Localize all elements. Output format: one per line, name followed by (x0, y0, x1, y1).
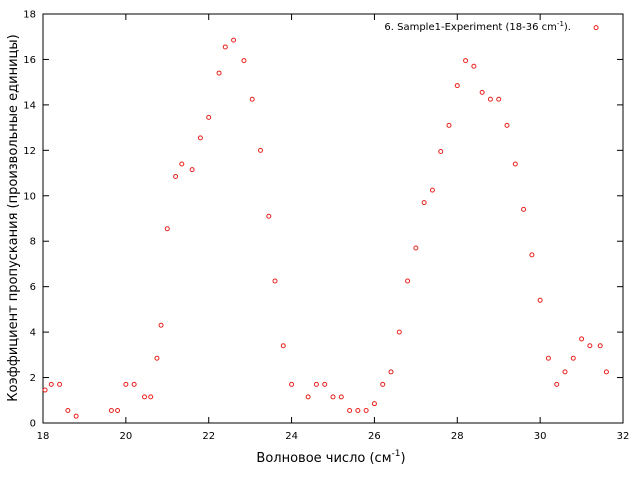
data-point (438, 148, 444, 154)
data-point (562, 369, 568, 375)
data-point (108, 408, 114, 414)
data-point (347, 408, 353, 414)
y-tick-label: 10 (23, 191, 36, 202)
y-axis: 0 2 4 6 8 10 12 14 16 18 (23, 10, 623, 430)
data-point (73, 413, 79, 419)
data-point (587, 343, 593, 349)
data-point (429, 187, 435, 193)
data-point (396, 329, 402, 335)
data-point (597, 343, 603, 349)
data-point (355, 408, 361, 414)
data-point (158, 322, 164, 328)
data-point (57, 381, 63, 387)
data-point (249, 96, 255, 102)
data-point (179, 161, 185, 167)
data-point (380, 381, 386, 387)
data-point (42, 387, 48, 393)
x-axis: 18 20 22 24 26 28 30 32 (37, 14, 630, 442)
data-series (42, 25, 609, 419)
data-point (148, 394, 154, 400)
data-point (446, 122, 452, 128)
y-tick-label: 14 (23, 100, 36, 111)
y-tick-label: 6 (30, 282, 36, 293)
data-point (131, 381, 137, 387)
data-point (405, 278, 411, 284)
data-point (487, 96, 493, 102)
data-point (504, 122, 510, 128)
data-point (266, 213, 272, 219)
data-point (529, 252, 535, 258)
x-tick-label: 26 (368, 431, 381, 442)
data-point (289, 381, 295, 387)
data-point (413, 245, 419, 251)
data-point (305, 394, 311, 400)
data-point (579, 336, 585, 342)
y-tick-label: 4 (30, 328, 36, 339)
data-point (388, 369, 394, 375)
data-point (454, 83, 460, 89)
data-point (593, 25, 599, 31)
x-tick-label: 32 (617, 431, 630, 442)
data-point (313, 381, 319, 387)
y-tick-label: 2 (30, 373, 36, 384)
y-tick-label: 16 (23, 55, 36, 66)
y-tick-label: 0 (30, 419, 36, 430)
data-point (496, 96, 502, 102)
data-point (142, 394, 147, 400)
y-tick-label: 12 (23, 146, 36, 157)
data-point (280, 343, 286, 349)
data-point (115, 408, 121, 414)
data-point (338, 394, 344, 400)
x-tick-label: 18 (37, 431, 50, 442)
data-point (363, 408, 369, 414)
data-point (216, 70, 222, 76)
x-tick-label: 20 (119, 431, 132, 442)
data-point (222, 44, 228, 50)
x-tick-label: 30 (534, 431, 547, 442)
data-point (537, 297, 543, 303)
data-point (463, 58, 469, 64)
data-point (231, 37, 237, 43)
plot-frame (42, 13, 624, 424)
data-point (471, 63, 477, 69)
data-point (206, 114, 212, 120)
data-point (545, 355, 551, 361)
data-point (521, 206, 527, 212)
data-point (479, 89, 485, 95)
y-tick-label: 8 (30, 237, 36, 248)
data-point (65, 408, 71, 414)
data-point (123, 381, 129, 387)
data-point (164, 226, 170, 232)
x-axis-label: Волновое число (см-1) (256, 449, 405, 466)
y-tick-label: 18 (23, 10, 36, 21)
data-point (258, 147, 263, 153)
data-point (272, 278, 278, 284)
x-tick-label: 24 (285, 431, 298, 442)
data-point (322, 381, 328, 387)
data-point (189, 167, 195, 173)
data-point (554, 381, 560, 387)
data-point (173, 173, 179, 179)
data-point (197, 135, 203, 141)
data-point (512, 161, 518, 167)
data-point (241, 58, 247, 64)
data-point (371, 401, 377, 407)
legend: 6. Sample1-Experiment (18-36 cm-1). (384, 20, 571, 33)
data-point (570, 355, 576, 361)
data-point (330, 394, 336, 400)
data-point (603, 369, 609, 375)
data-point (48, 381, 54, 387)
data-point (421, 200, 427, 206)
data-point (154, 355, 160, 361)
y-axis-label: Коэффициент пропускания (произвольные ед… (6, 34, 21, 401)
legend-label: 6. Sample1-Experiment (18-36 cm-1). (384, 20, 571, 33)
x-tick-label: 28 (451, 431, 464, 442)
x-tick-label: 22 (202, 431, 215, 442)
